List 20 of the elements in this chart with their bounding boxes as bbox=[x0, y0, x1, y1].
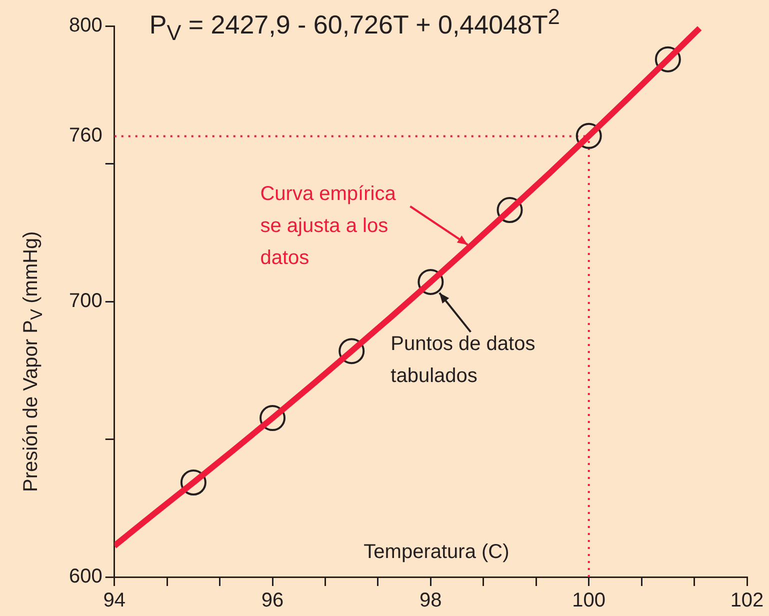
point bbox=[338, 338, 365, 364]
x-tick-label: 102 bbox=[730, 590, 764, 612]
y-tick-label: 600 bbox=[68, 566, 102, 588]
point bbox=[496, 197, 523, 224]
chart-title: P$_{V}$ = 2427,9 - 60,726T + 0,44048T$^{2}$ bbox=[149, 4, 560, 46]
point bbox=[180, 470, 206, 496]
x-tick-label: 94 bbox=[103, 590, 126, 612]
y-tick-label: 700 bbox=[68, 290, 102, 312]
point bbox=[576, 122, 602, 149]
x-tick-label: 98 bbox=[420, 590, 442, 612]
point bbox=[418, 268, 444, 295]
point bbox=[654, 46, 681, 72]
x-tick-label: 96 bbox=[261, 590, 284, 612]
x-axis-title: Temperatura (C) bbox=[364, 541, 510, 564]
x-tick-label: 100 bbox=[572, 590, 606, 612]
y-tick-label: 800 bbox=[68, 14, 102, 37]
annotation: Curva empírica se ajusta a los datos bbox=[260, 182, 396, 272]
point bbox=[260, 405, 286, 432]
ref-line-label: 760 bbox=[68, 124, 102, 147]
annotation: Puntos de datos tabulados bbox=[390, 332, 536, 389]
